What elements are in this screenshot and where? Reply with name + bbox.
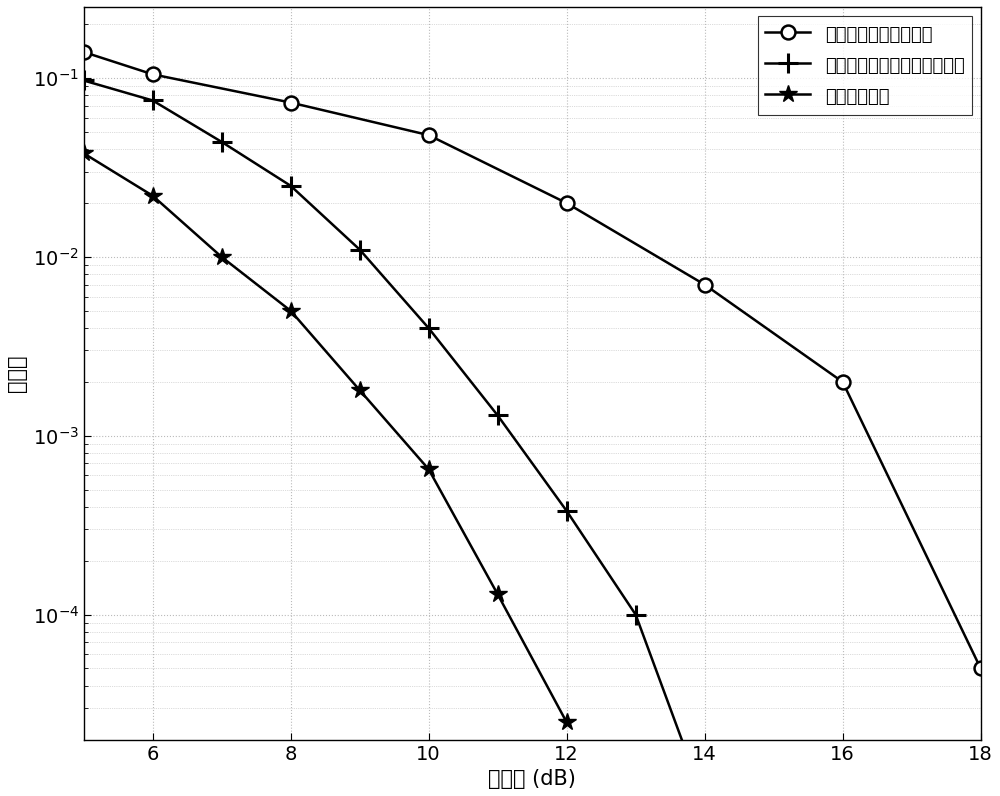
相干解调算法 [147, 191, 159, 201]
传统的非相干解调算法 [975, 664, 987, 673]
相干解调算法 [354, 385, 366, 395]
本发明提出的非相干解调算法 [561, 506, 573, 516]
传统的非相干解调算法 [147, 69, 159, 79]
本发明提出的非相干解调算法 [423, 323, 435, 333]
传统的非相干解调算法 [561, 198, 573, 208]
本发明提出的非相干解调算法 [216, 137, 228, 146]
相干解调算法 [216, 252, 228, 262]
传统的非相干解调算法 [78, 47, 90, 57]
Legend: 传统的非相干解调算法, 本发明提出的非相干解调算法, 相干解调算法: 传统的非相干解调算法, 本发明提出的非相干解调算法, 相干解调算法 [758, 16, 972, 115]
相干解调算法 [492, 590, 504, 599]
本发明提出的非相干解调算法 [147, 96, 159, 105]
传统的非相干解调算法 [285, 98, 297, 107]
本发明提出的非相干解调算法 [354, 245, 366, 255]
本发明提出的非相干解调算法 [78, 76, 90, 85]
相干解调算法 [78, 149, 90, 158]
本发明提出的非相干解调算法 [630, 610, 642, 619]
X-axis label: 信噪比 (dB): 信噪比 (dB) [488, 769, 576, 789]
Line: 相干解调算法: 相干解调算法 [75, 144, 576, 732]
本发明提出的非相干解调算法 [285, 181, 297, 190]
本发明提出的非相干解调算法 [492, 411, 504, 420]
传统的非相干解调算法 [423, 131, 435, 140]
Y-axis label: 误码率: 误码率 [7, 354, 27, 392]
Line: 传统的非相干解调算法: 传统的非相干解调算法 [77, 45, 988, 676]
传统的非相干解调算法 [699, 280, 711, 290]
Line: 本发明提出的非相干解调算法: 本发明提出的非相干解调算法 [74, 71, 714, 796]
相干解调算法 [285, 306, 297, 315]
相干解调算法 [423, 465, 435, 474]
相干解调算法 [561, 717, 573, 727]
传统的非相干解调算法 [837, 377, 849, 387]
